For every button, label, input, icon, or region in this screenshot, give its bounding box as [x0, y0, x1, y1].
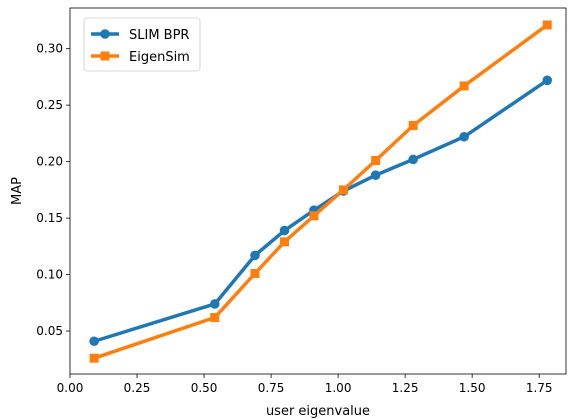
y-tick-label: 0.30 [36, 42, 63, 56]
data-point-eigensim [371, 156, 381, 165]
data-point-eigensim [279, 237, 289, 247]
series-layer [89, 20, 553, 363]
y-tick-label: 0.05 [36, 324, 63, 338]
x-axis-label: user eigenvalue [266, 404, 370, 419]
y-tick-label: 0.20 [36, 155, 63, 169]
x-tick-label: 0.50 [191, 381, 218, 395]
y-tick-label: 0.25 [36, 98, 63, 112]
data-point-eigensim [459, 81, 469, 91]
data-point-slim-bpr [459, 131, 469, 142]
x-tick-label: 0.25 [124, 381, 151, 395]
data-point-eigensim [408, 120, 418, 130]
y-tick-label: 0.10 [36, 268, 63, 282]
data-point-eigensim [309, 211, 319, 221]
data-point-slim-bpr [89, 336, 99, 347]
legend: SLIM BPR EigenSim [83, 17, 201, 72]
series-line-eigensim [93, 23, 549, 360]
x-tick-label: 1.50 [459, 381, 486, 395]
data-point-slim-bpr [542, 75, 553, 86]
y-axis-label: MAP [10, 177, 25, 205]
data-point-slim-bpr [209, 299, 220, 309]
x-tick-label: 1.00 [325, 381, 352, 395]
data-point-eigensim [338, 185, 348, 195]
x-tick-label: 1.25 [392, 381, 419, 395]
data-point-eigensim [89, 353, 99, 363]
data-point-slim-bpr [408, 154, 418, 165]
plot-frame [69, 7, 567, 375]
x-tick-label: 0.00 [57, 381, 84, 395]
y-axis-ticks: 0.05 0.10 0.15 0.20 0.25 0.30 [36, 42, 70, 338]
legend-marker-slim-bpr [100, 29, 110, 39]
legend-marker-eigensim [100, 51, 110, 61]
x-axis-ticks: 0.00 0.25 0.50 0.75 1.00 1.25 1.50 1.75 [57, 374, 553, 395]
y-tick-label: 0.15 [36, 211, 63, 225]
data-point-eigensim [250, 268, 260, 278]
data-point-slim-bpr [250, 250, 260, 261]
legend-label-slim-bpr: SLIM BPR [129, 28, 189, 43]
x-tick-label: 0.75 [258, 381, 285, 395]
data-point-eigensim [542, 20, 552, 30]
x-tick-label: 1.75 [526, 381, 553, 395]
data-point-slim-bpr [370, 170, 381, 180]
legend-label-eigensim: EigenSim [129, 50, 190, 65]
data-point-slim-bpr [279, 225, 290, 236]
data-point-eigensim [210, 313, 220, 323]
